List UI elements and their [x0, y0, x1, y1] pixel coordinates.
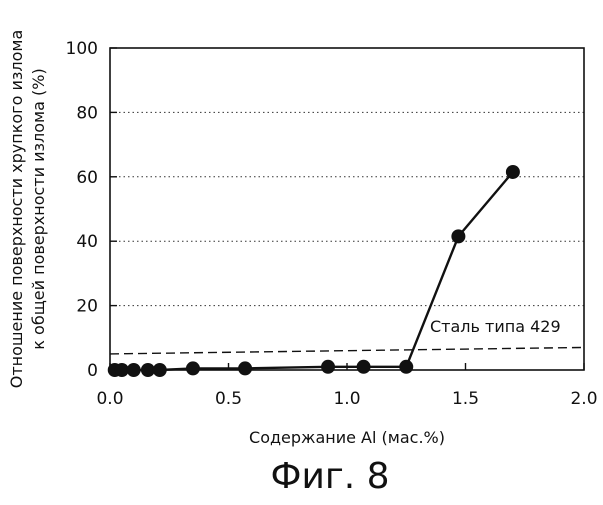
data-point: [186, 361, 200, 375]
data-point: [451, 229, 465, 243]
data-point: [321, 360, 335, 374]
x-axis-title: Содержание Al (мас.%): [249, 428, 445, 447]
x-tick-label: 1.0: [333, 389, 360, 409]
y-tick-label: 100: [66, 39, 98, 59]
data-point: [357, 360, 371, 374]
data-point: [153, 363, 167, 377]
figure-caption: Фиг. 8: [270, 456, 389, 497]
y-axis-title-line-2: к общей поверхности излома (%): [29, 68, 48, 349]
x-tick-label: 0.5: [215, 389, 242, 409]
y-axis-title-line-1: Отношение поверхности хрупкого излома: [7, 30, 26, 389]
reference-line: [110, 347, 584, 353]
x-tick-label: 2.0: [570, 389, 597, 409]
y-tick-label: 80: [76, 103, 98, 123]
y-tick-label: 0: [87, 361, 98, 381]
series: [108, 165, 520, 377]
data-point: [127, 363, 141, 377]
data-point: [399, 360, 413, 374]
reference-line-group: Сталь типа 429: [110, 317, 584, 354]
gridlines: [110, 112, 584, 305]
reference-line-label: Сталь типа 429: [430, 317, 561, 336]
y-tick-label: 40: [76, 232, 98, 252]
x-tick-label: 1.5: [452, 389, 479, 409]
y-tick-label: 20: [76, 297, 98, 317]
series-line: [115, 172, 513, 370]
x-tick-label: 0.0: [96, 389, 123, 409]
y-tick-label: 60: [76, 168, 98, 188]
data-point: [506, 165, 520, 179]
data-point: [238, 361, 252, 375]
